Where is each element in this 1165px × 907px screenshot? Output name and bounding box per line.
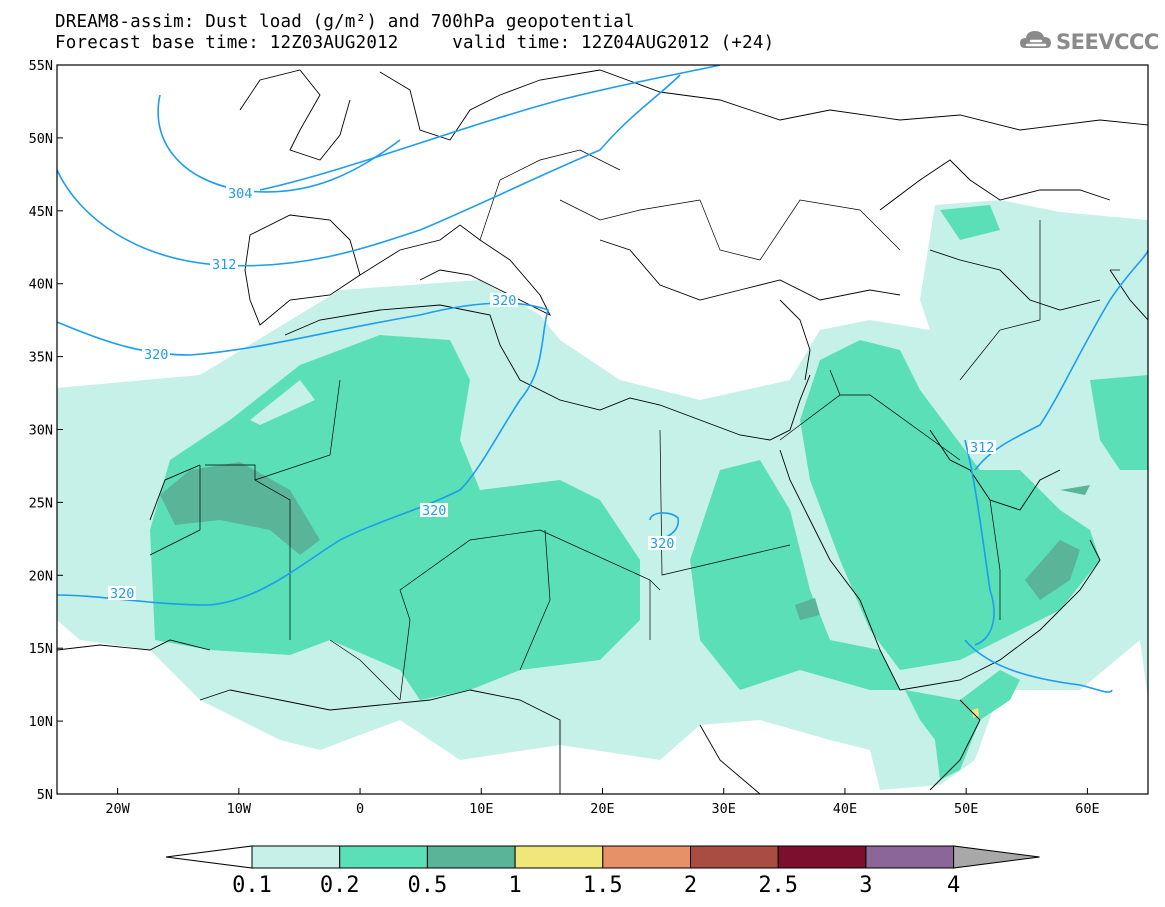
x-axis: 20W 10W 0 10E 20E 30E 40E 50E 60E [105,788,1100,817]
y-tick-label: 10N [29,714,53,730]
y-tick-label: 5N [37,787,53,803]
map-subtitle: Forecast base time: 12Z03AUG2012 valid t… [55,33,775,53]
colorbar-swatch [339,845,428,869]
y-tick-label: 50N [29,131,53,147]
contour-label: 304 [228,186,252,202]
colorbar-label: 0.5 [408,873,448,898]
x-tick-label: 30E [712,801,736,817]
map-title: DREAM8-assim: Dust load (g/m²) and 700hP… [55,12,635,32]
colorbar-label: 0.2 [320,873,360,898]
colorbar-swatch [777,845,867,869]
x-tick-label: 0 [356,801,364,817]
y-tick-label: 15N [29,641,53,657]
geopotential-contours [57,65,1148,693]
contour-label-group: 304 312 320 320 320 320 320 312 [108,186,996,602]
contour-312 [57,74,681,267]
contour-312b [974,249,1148,471]
y-tick-label: 20N [29,568,53,584]
colorbar-swatch [690,845,779,869]
y-tick-label: 25N [29,495,53,511]
colorbar-swatch [514,845,604,869]
x-tick-label: 50E [954,801,978,817]
seevccc-logo: SEEVCCC [1018,26,1159,58]
colorbar-label: 1.5 [583,873,623,898]
y-axis: 55N 50N 45N 40N 35N 30N 25N 20N 15N 10N 5N [29,58,63,803]
contour-312c [964,639,1113,693]
colorbar: 0.1 0.2 0.5 1 1.5 2 2.5 3 4 [165,845,1040,898]
y-tick-label: 30N [29,423,53,439]
contour-320b [649,512,680,541]
borders [149,149,1120,701]
y-tick-label: 55N [29,58,53,74]
colorbar-swatch [251,845,341,869]
contour-304b [259,65,721,191]
colorbar-label: 0.1 [232,873,272,898]
logo-text: SEEVCCC [1056,30,1159,54]
colorbar-label: 4 [947,873,960,898]
x-tick-label: 60E [1075,801,1099,817]
y-tick-label: 35N [29,350,53,366]
colorbar-swatch [865,845,955,869]
contour-label: 320 [492,293,516,309]
x-tick-label: 40E [833,801,857,817]
colorbar-swatch [426,845,516,869]
colorbar-label: 2.5 [758,873,798,898]
colorbar-under-arrow [165,845,253,869]
colorbar-swatch [602,845,691,869]
contour-label: 312 [212,257,236,273]
dust-load-fill [57,200,1148,790]
contour-label: 320 [650,536,674,552]
contour-304a [157,94,401,193]
y-tick-label: 45N [29,204,53,220]
x-tick-label: 20W [105,801,130,817]
contour-320a [57,302,549,606]
contour-label: 320 [422,503,446,519]
contour-label: 320 [144,347,168,363]
cloud-icon [1020,31,1051,48]
colorbar-over-arrow [953,845,1040,869]
x-tick-label: 20E [590,801,614,817]
y-tick-label: 40N [29,277,53,293]
x-tick-label: 10W [227,801,252,817]
colorbar-label: 3 [859,873,872,898]
contour-label: 320 [110,586,134,602]
contour-label: 312 [970,440,994,456]
x-tick-label: 10E [469,801,493,817]
colorbar-label: 1 [508,873,521,898]
contour-312d [964,439,995,646]
colorbar-label: 2 [684,873,697,898]
